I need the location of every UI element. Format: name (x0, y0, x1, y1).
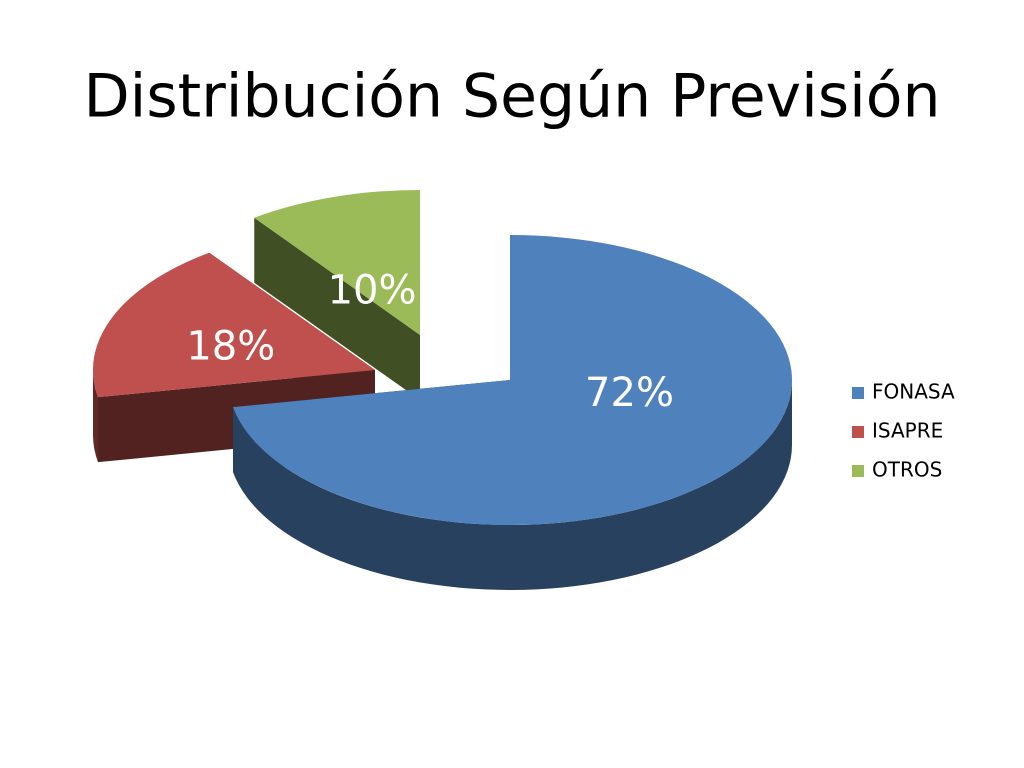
data-label: 18% (186, 324, 275, 370)
slice-face (254, 217, 420, 400)
slice-side (232, 380, 792, 590)
legend-label: ISAPRE (872, 419, 943, 443)
slice (232, 235, 792, 525)
legend-label: FONASA (872, 380, 955, 404)
data-label: 10% (328, 268, 417, 314)
legend-swatch (852, 387, 864, 399)
legend-label: OTROS (872, 458, 942, 482)
slice-side (93, 370, 98, 463)
chart-title: Distribución Según Previsión (83, 62, 940, 132)
data-label: 72% (585, 370, 674, 416)
slice (92, 252, 375, 398)
slice (254, 190, 420, 335)
legend-swatch (852, 426, 864, 438)
slice (232, 235, 792, 590)
legend-swatch (852, 465, 864, 477)
slice (254, 190, 420, 400)
